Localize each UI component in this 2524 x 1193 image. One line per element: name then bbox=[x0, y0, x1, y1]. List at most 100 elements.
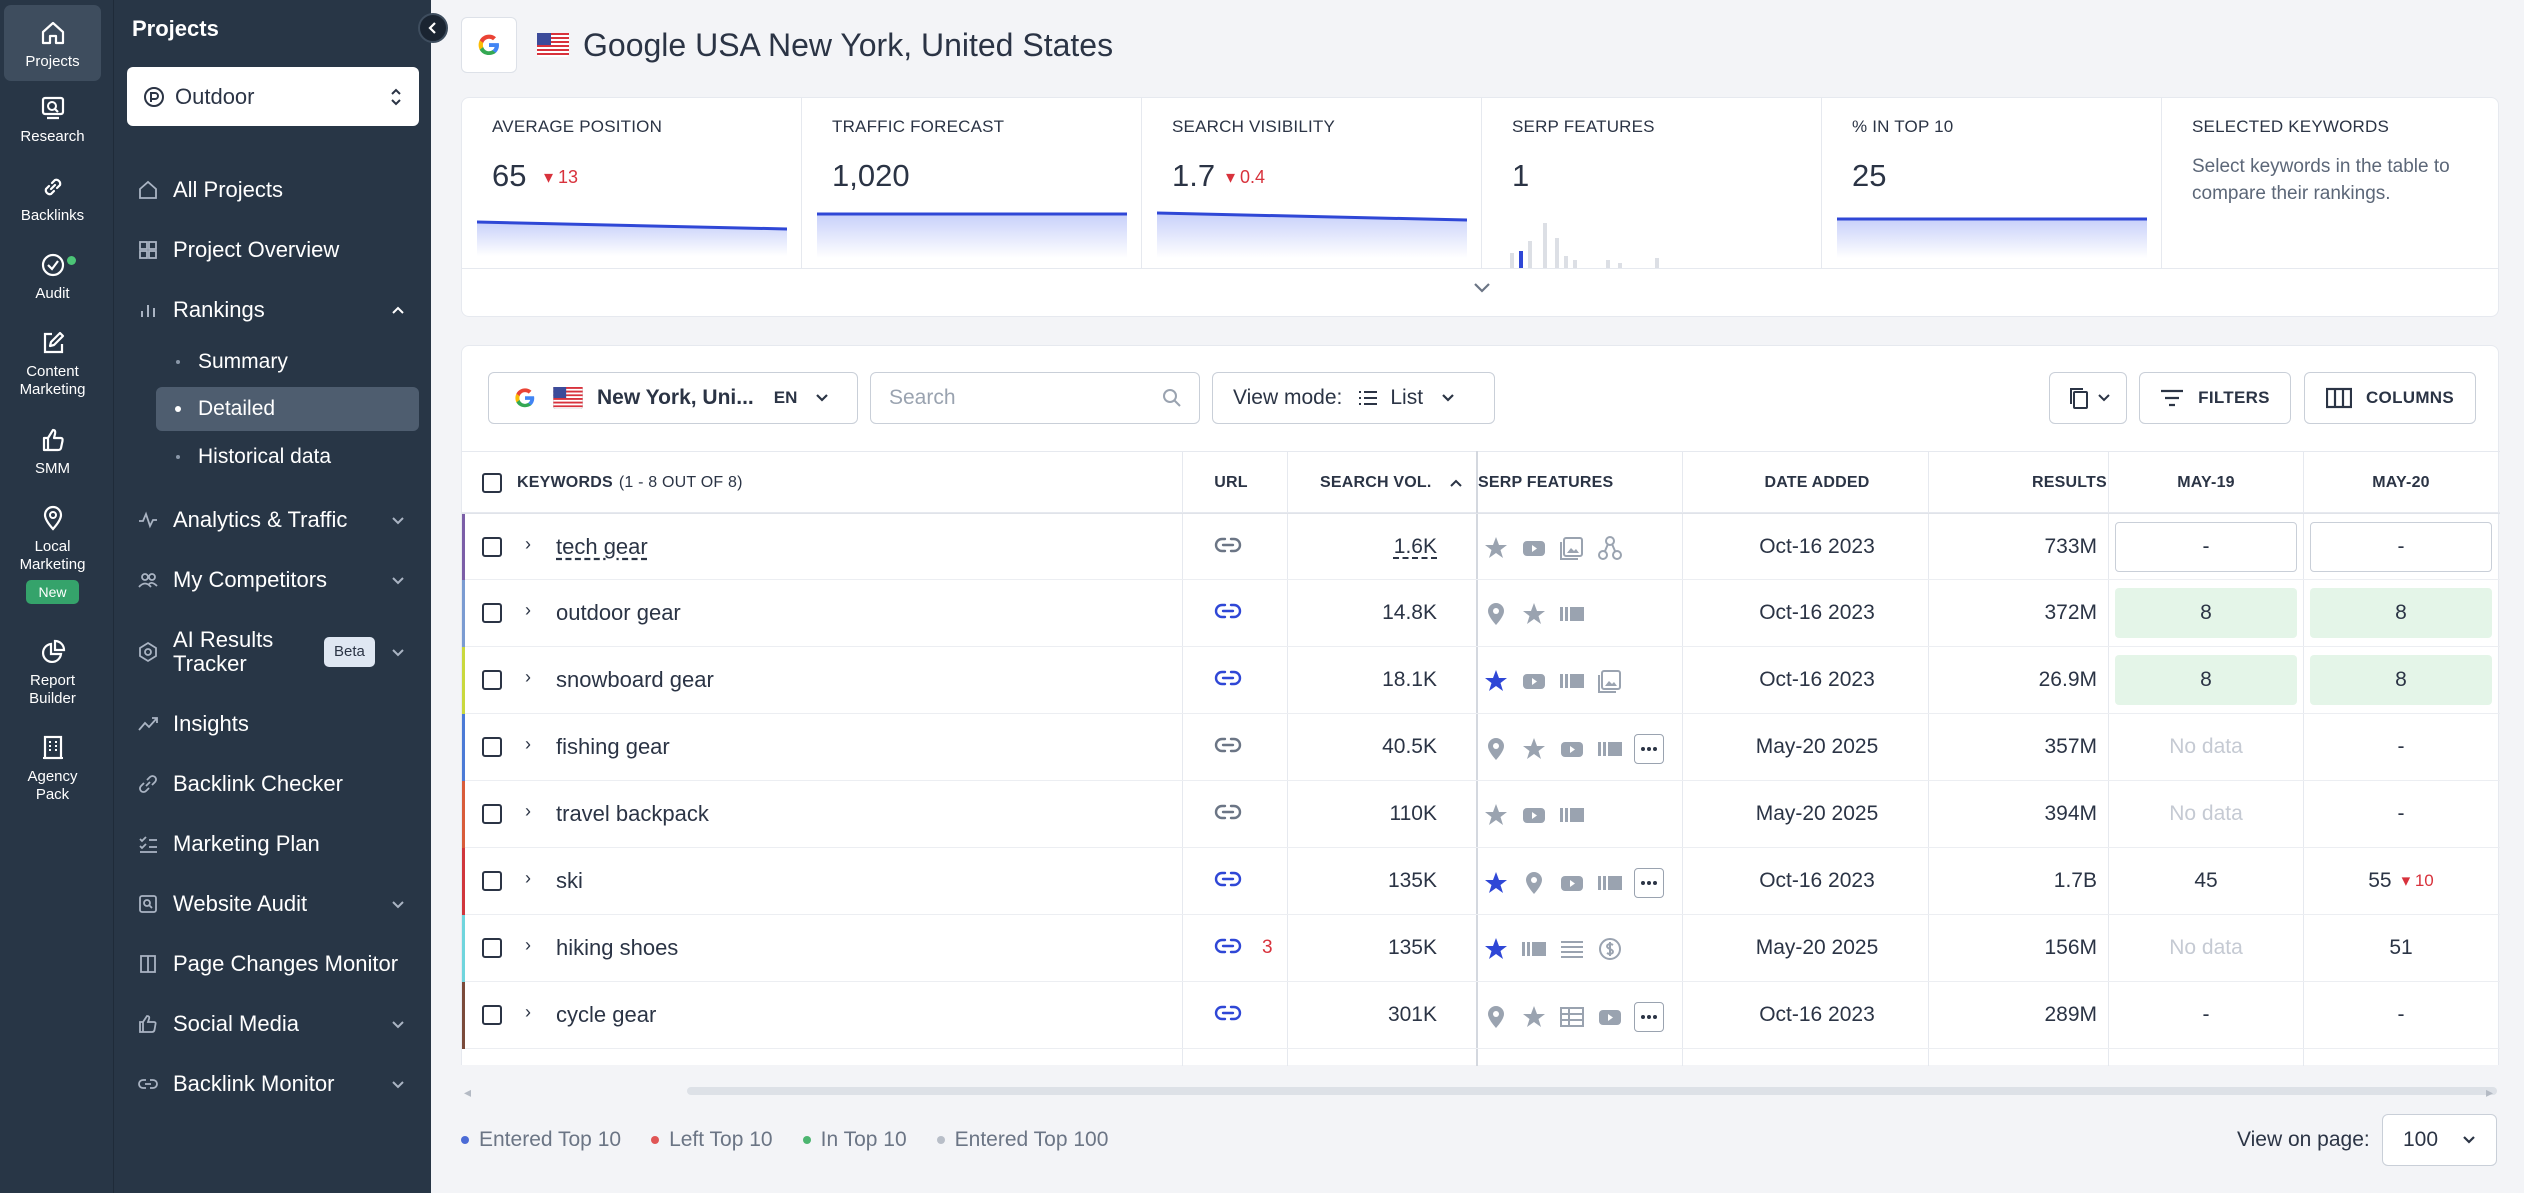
project-selector[interactable]: Outdoor bbox=[127, 67, 419, 126]
url-button[interactable] bbox=[1214, 868, 1242, 890]
header-may-19[interactable]: MAY-19 bbox=[2177, 474, 2235, 491]
table-row[interactable]: › cycle gear 301K Oct-16 2023 289M - - bbox=[462, 982, 2500, 1049]
keyword-text[interactable]: fishing gear bbox=[556, 734, 670, 759]
keyword-text[interactable]: ski bbox=[556, 868, 583, 893]
columns-button[interactable]: COLUMNS bbox=[2304, 372, 2476, 424]
view-mode-selector[interactable]: View mode: List bbox=[1212, 372, 1495, 424]
position-cell[interactable]: 8 bbox=[2310, 655, 2492, 705]
table-row[interactable]: › tech gear 1.6K Oct-16 2023 733M - - bbox=[462, 513, 2500, 581]
expand-row-chevron-icon[interactable]: › bbox=[525, 734, 531, 754]
nav-detailed[interactable]: Detailed bbox=[156, 387, 419, 431]
keyword-text[interactable]: tech gear bbox=[556, 534, 648, 559]
filters-button[interactable]: FILTERS bbox=[2139, 372, 2291, 424]
position-cell[interactable]: - bbox=[2115, 990, 2297, 1040]
header-keywords[interactable]: KEYWORDS (1 - 8 OUT OF 8) bbox=[517, 474, 743, 491]
keyword-text[interactable]: snowboard gear bbox=[556, 667, 714, 692]
row-checkbox[interactable] bbox=[482, 938, 502, 958]
rail-report-builder[interactable]: Report Builder bbox=[4, 637, 101, 713]
nav-all-projects[interactable]: All Projects bbox=[114, 168, 432, 212]
position-cell[interactable]: 55 ▾ 10 bbox=[2310, 856, 2492, 906]
row-checkbox[interactable] bbox=[482, 537, 502, 557]
nav-my-competitors[interactable]: My Competitors bbox=[114, 558, 432, 602]
nav-page-changes-monitor[interactable]: Page Changes Monitor bbox=[114, 942, 432, 986]
table-row[interactable]: › travel backpack 110K May-20 2025 394M No da… bbox=[462, 781, 2500, 848]
header-search-volume[interactable]: SEARCH VOL. bbox=[1320, 452, 1462, 514]
nav-rankings[interactable]: Rankings bbox=[114, 288, 432, 332]
position-cell[interactable]: - bbox=[2310, 789, 2492, 839]
position-cell[interactable]: 51 bbox=[2310, 923, 2492, 973]
expand-row-chevron-icon[interactable]: › bbox=[525, 600, 531, 620]
row-checkbox[interactable] bbox=[482, 804, 502, 824]
rail-audit[interactable]: Audit bbox=[4, 250, 101, 310]
expand-row-chevron-icon[interactable]: › bbox=[525, 1002, 531, 1022]
horizontal-scrollbar[interactable] bbox=[687, 1087, 2497, 1095]
position-cell[interactable]: 8 bbox=[2115, 588, 2297, 638]
nav-project-overview[interactable]: Project Overview bbox=[114, 228, 432, 272]
url-button[interactable] bbox=[1214, 667, 1242, 689]
table-row[interactable]: › snowboard gear 18.1K Oct-16 2023 26.9M 8 8 bbox=[462, 647, 2500, 714]
more-features-button[interactable] bbox=[1634, 1002, 1664, 1032]
url-button[interactable] bbox=[1214, 801, 1242, 823]
nav-social-media[interactable]: Social Media bbox=[114, 1002, 432, 1046]
header-serp-features[interactable]: SERP FEATURES bbox=[1478, 474, 1614, 491]
table-row[interactable]: › ski 135K Oct-16 2023 1.7B 45 55 ▾ 10 bbox=[462, 848, 2500, 915]
table-row[interactable]: › hiking shoes 3 135K May-20 2025 156M No data… bbox=[462, 915, 2500, 982]
rail-content-marketing[interactable]: Content Marketing bbox=[4, 328, 101, 404]
url-button[interactable] bbox=[1214, 935, 1242, 957]
scroll-left-arrow[interactable]: ◂ bbox=[464, 1084, 472, 1100]
header-url[interactable]: URL bbox=[1214, 474, 1248, 491]
keyword-text[interactable]: hiking shoes bbox=[556, 935, 679, 960]
expand-metrics-button[interactable] bbox=[1472, 281, 1492, 295]
table-row[interactable]: › outdoor gear 14.8K Oct-16 2023 372M 8 8 bbox=[462, 580, 2500, 647]
nav-ai-results-tracker[interactable]: AI Results Tracker Beta bbox=[114, 626, 432, 678]
keyword-text[interactable]: outdoor gear bbox=[556, 600, 681, 625]
expand-row-chevron-icon[interactable]: › bbox=[525, 935, 531, 955]
header-results[interactable]: RESULTS bbox=[2032, 474, 2107, 491]
rail-projects[interactable]: Projects bbox=[4, 5, 101, 81]
metric-serp-features[interactable]: SERP FEATURES 1 bbox=[1482, 98, 1822, 268]
nav-backlink-monitor[interactable]: Backlink Monitor bbox=[114, 1062, 432, 1106]
position-cell[interactable]: - bbox=[2310, 990, 2492, 1040]
copy-menu-button[interactable] bbox=[2049, 372, 2127, 424]
expand-row-chevron-icon[interactable]: › bbox=[525, 534, 531, 554]
url-button[interactable] bbox=[1214, 1002, 1242, 1024]
url-button[interactable] bbox=[1214, 734, 1242, 756]
position-cell[interactable]: 8 bbox=[2115, 655, 2297, 705]
url-button[interactable] bbox=[1214, 600, 1242, 622]
expand-row-chevron-icon[interactable]: › bbox=[525, 801, 531, 821]
nav-website-audit[interactable]: Website Audit bbox=[114, 882, 432, 926]
row-checkbox[interactable] bbox=[482, 670, 502, 690]
nav-backlink-checker[interactable]: Backlink Checker bbox=[114, 762, 432, 806]
nav-historical-data[interactable]: Historical data bbox=[156, 435, 419, 479]
row-checkbox[interactable] bbox=[482, 871, 502, 891]
location-selector[interactable]: New York, Uni... EN bbox=[488, 372, 858, 424]
position-cell[interactable]: 45 bbox=[2115, 856, 2297, 906]
metric-top-10[interactable]: % IN TOP 10 25 bbox=[1822, 98, 2162, 268]
position-cell[interactable]: No data bbox=[2115, 789, 2297, 839]
rail-backlinks[interactable]: Backlinks bbox=[4, 172, 101, 232]
rail-agency-pack[interactable]: Agency Pack bbox=[4, 733, 101, 809]
rail-research[interactable]: Research bbox=[4, 93, 101, 153]
keyword-search-input[interactable] bbox=[870, 372, 1200, 424]
metric-average-position[interactable]: AVERAGE POSITION 65 ▾ 13 bbox=[462, 98, 802, 268]
rail-local-marketing[interactable]: Local Marketing New bbox=[4, 503, 101, 613]
position-cell[interactable]: - bbox=[2310, 522, 2492, 572]
url-button[interactable] bbox=[1214, 534, 1242, 556]
position-cell[interactable]: 8 bbox=[2310, 588, 2492, 638]
table-row[interactable]: › fishing gear 40.5K May-20 2025 357M No data… bbox=[462, 714, 2500, 781]
rail-smm[interactable]: SMM bbox=[4, 425, 101, 485]
position-cell[interactable]: - bbox=[2115, 522, 2297, 572]
more-features-button[interactable] bbox=[1634, 734, 1664, 764]
select-all-checkbox[interactable] bbox=[482, 473, 502, 493]
expand-row-chevron-icon[interactable]: › bbox=[525, 667, 531, 687]
position-cell[interactable]: No data bbox=[2115, 722, 2297, 772]
row-checkbox[interactable] bbox=[482, 603, 502, 623]
nav-analytics-traffic[interactable]: Analytics & Traffic bbox=[114, 498, 432, 542]
nav-summary[interactable]: Summary bbox=[156, 340, 419, 384]
header-may-20[interactable]: MAY-20 bbox=[2372, 474, 2430, 491]
nav-marketing-plan[interactable]: Marketing Plan bbox=[114, 822, 432, 866]
position-cell[interactable]: - bbox=[2310, 722, 2492, 772]
more-features-button[interactable] bbox=[1634, 868, 1664, 898]
metric-traffic-forecast[interactable]: TRAFFIC FORECAST 1,020 bbox=[802, 98, 1142, 268]
header-date-added[interactable]: DATE ADDED bbox=[1764, 474, 1870, 491]
